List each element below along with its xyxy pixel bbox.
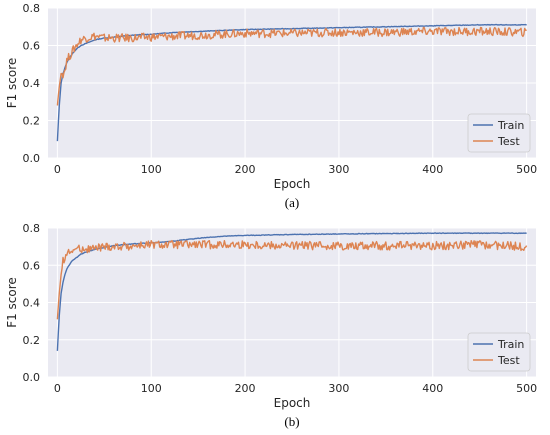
legend-label-train: Train [497, 119, 524, 132]
y-tick-label: 0.2 [23, 334, 41, 347]
x-tick-label: 100 [141, 382, 162, 395]
series-line-test [56, 239, 528, 320]
legend-box [467, 332, 531, 372]
y-axis-label: F1 score [5, 58, 19, 109]
legend-label-test: Test [497, 135, 520, 148]
legend-label-test: Test [497, 354, 520, 367]
y-tick-label: 0.4 [23, 297, 41, 310]
x-tick-label: 200 [235, 163, 256, 176]
x-tick-label: 200 [235, 382, 256, 395]
y-tick-label: 0.8 [23, 2, 41, 15]
y-tick-label: 0.0 [23, 152, 41, 165]
x-tick-label: 500 [516, 163, 537, 176]
chart-panel-b: 0 100 200 300 400 500 0.0 0.2 0.4 0.6 0.8 Epoch F1 s… [5, 222, 537, 429]
x-tick-label: 500 [516, 382, 537, 395]
y-tick-label: 0.6 [23, 259, 41, 272]
legend: Train Test [467, 332, 531, 372]
series-line-test [56, 26, 527, 106]
x-tick-label: 300 [328, 163, 349, 176]
x-axis-label: Epoch [274, 177, 311, 191]
chart-panel-a: 0 100 200 300 400 500 0.0 0.2 0.4 0.6 0.8 Epoch F1 s… [5, 2, 537, 210]
x-tick-label: 400 [422, 382, 443, 395]
x-axis-label: Epoch [274, 396, 311, 410]
x-tick-label: 400 [422, 163, 443, 176]
x-tick-label: 300 [328, 382, 349, 395]
y-tick-label: 0.0 [23, 371, 41, 384]
y-axis-label: F1 score [5, 277, 19, 328]
x-tick-label: 0 [54, 382, 61, 395]
legend: Train Test [467, 113, 531, 153]
panel-caption: (a) [285, 195, 299, 210]
panel-caption: (b) [284, 414, 299, 429]
y-tick-label: 0.8 [23, 222, 41, 235]
series-line-train [56, 232, 527, 351]
legend-box [467, 113, 531, 153]
y-tick-label: 0.2 [23, 115, 41, 128]
y-tick-label: 0.4 [23, 77, 41, 90]
x-tick-label: 100 [141, 163, 162, 176]
legend-label-train: Train [497, 338, 524, 351]
x-tick-label: 0 [54, 163, 61, 176]
y-tick-label: 0.6 [23, 40, 41, 53]
